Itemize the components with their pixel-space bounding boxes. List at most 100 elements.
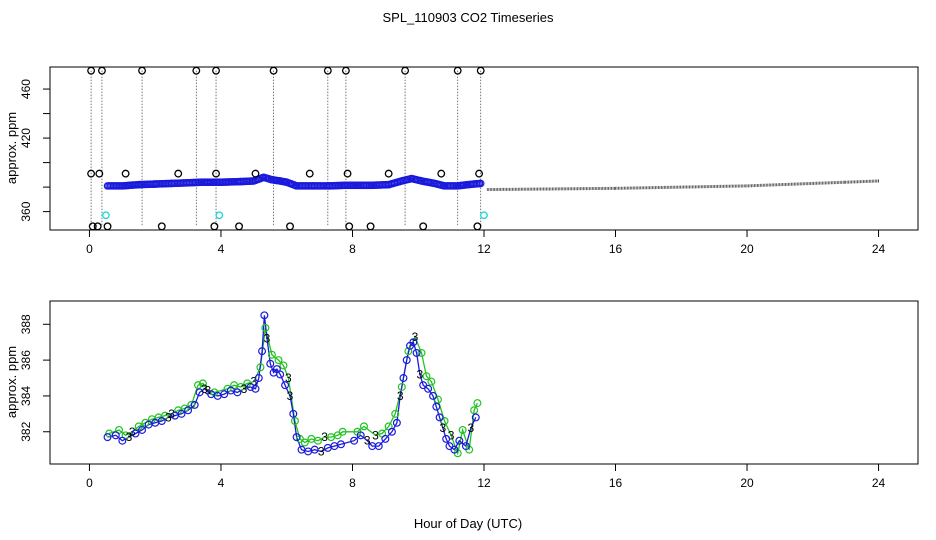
bottom-series-a-point-label: 3	[201, 382, 208, 396]
bottom-series-a-point	[450, 445, 459, 454]
bottom-x-axis: 0 4 8 12 16 20 24	[86, 464, 886, 490]
bottom-series-a-point	[118, 436, 127, 445]
bottom-series-a-point	[310, 445, 319, 454]
top-x-tick-label: 8	[349, 242, 356, 256]
bottom-series-a-point	[251, 384, 260, 393]
bottom-series-a-point	[399, 374, 408, 383]
bottom-series-a-point	[177, 409, 186, 418]
bottom-series-b-point-label: 3	[251, 375, 258, 389]
bottom-series-a-point	[429, 391, 438, 400]
bottom-series-a-point	[387, 427, 396, 436]
bottom-series-a-point	[381, 434, 390, 443]
top-main-series	[103, 173, 485, 190]
top-outlier-mid	[251, 169, 260, 178]
top-outlier-low	[419, 222, 428, 231]
top-outlier-low	[286, 222, 294, 231]
bottom-series-a-point	[276, 370, 285, 379]
top-y-tick-label: 460	[19, 79, 33, 99]
top-outlier-mid	[305, 169, 314, 178]
bottom-y-tick-label: 386	[19, 350, 33, 370]
top-outlier-mid	[212, 169, 220, 178]
bottom-series-b-point	[279, 361, 288, 370]
top-cyan-series	[101, 211, 488, 220]
bottom-series-a-point	[157, 417, 166, 426]
top-outlier-low	[157, 222, 166, 231]
figure-title: SPL_110903 CO2 Timeseries	[382, 10, 554, 25]
bottom-series-a-point	[336, 440, 345, 449]
top-outlier-low	[103, 222, 112, 231]
top-outlier-low	[366, 222, 375, 231]
bottom-series-b-point	[300, 438, 309, 447]
bottom-series-a-point	[246, 382, 255, 391]
bottom-series-a-point	[374, 442, 383, 451]
bottom-series-a-point	[254, 374, 263, 383]
bottom-series-a-point-label: 3	[241, 382, 248, 396]
top-outlier-mid	[121, 169, 130, 178]
bottom-series-a-point	[432, 402, 441, 411]
bottom-series-b-point	[391, 409, 400, 418]
bottom-series-b-point	[193, 381, 202, 390]
top-outlier-mid	[87, 169, 96, 178]
top-x-tick-label: 20	[740, 242, 754, 256]
top-cyan-point	[101, 211, 110, 220]
top-outlier-mid	[437, 169, 446, 178]
bottom-series-a-point	[402, 356, 411, 365]
bottom-series-a-point	[184, 406, 193, 415]
bottom-series-b-point	[427, 377, 436, 386]
bottom-series-b-point	[473, 399, 482, 408]
bottom-series-a-point	[281, 381, 290, 390]
bottom-series-a-point	[260, 311, 269, 320]
bottom-series-a-point-label: 3	[264, 332, 271, 346]
bottom-series-a-point	[435, 413, 444, 422]
bottom-y-axis: 382 384 386 388	[19, 314, 50, 442]
bottom-y-tick-label: 388	[19, 314, 33, 334]
top-outlier-high	[401, 66, 410, 75]
bottom-series-a-point-label: 3	[126, 430, 133, 444]
bottom-series-b-point	[313, 436, 322, 445]
top-y-tick-label: 420	[19, 128, 33, 148]
bottom-series-b-point	[422, 372, 431, 381]
bottom-series-b-point	[417, 348, 426, 357]
bottom-series-a-point-label: 3	[165, 410, 172, 424]
top-outlier-low	[235, 222, 244, 231]
bottom-x-tick-label: 4	[218, 476, 225, 490]
top-outlier-low	[93, 222, 102, 231]
top-outlier-mid	[475, 169, 484, 178]
bottom-series-b-point	[470, 406, 479, 415]
bottom-series-b-point	[338, 427, 347, 436]
top-outlier-mid	[174, 169, 183, 178]
bottom-series-a-point	[289, 409, 298, 418]
bottom-series-a-point-label: 3	[468, 421, 475, 435]
top-outlier-high	[269, 66, 278, 75]
top-outlier-mid	[343, 169, 352, 178]
bottom-series-a-point-label: 3	[417, 367, 424, 381]
top-cyan-point	[480, 211, 488, 220]
bottom-series-a-point	[266, 359, 275, 368]
bottom-series-b-point	[458, 425, 467, 434]
bottom-series-a-point	[442, 434, 451, 443]
top-outlier-high	[323, 66, 332, 75]
top-outlier-mid	[384, 169, 393, 178]
bottom-y-tick-label: 384	[19, 386, 33, 406]
bottom-series-b-point-label: 3	[448, 428, 455, 442]
top-outlier-low	[210, 222, 219, 231]
top-outlier-high	[212, 66, 220, 75]
bottom-x-tick-label: 0	[86, 476, 93, 490]
top-x-tick-label: 4	[218, 242, 225, 256]
bottom-series-a-point	[103, 433, 112, 442]
bottom-x-tick-label: 24	[872, 476, 886, 490]
bottom-series-a-point-label: 3	[397, 389, 404, 403]
bottom-y-tick-label: 382	[19, 421, 33, 441]
top-y-axis-label: approx. ppm	[4, 112, 19, 184]
bottom-x-tick-label: 12	[477, 476, 491, 490]
bottom-series-a-point	[292, 433, 301, 442]
bottom-series-a-point-label: 3	[440, 421, 447, 435]
top-y-axis: 360 420 460	[19, 79, 50, 222]
bottom-series-b-point	[404, 347, 413, 356]
bottom-series-b-point	[290, 417, 299, 426]
bottom-series-a-point	[195, 388, 204, 397]
bottom-series-a-point	[258, 347, 267, 356]
top-outlier-low	[345, 222, 354, 231]
